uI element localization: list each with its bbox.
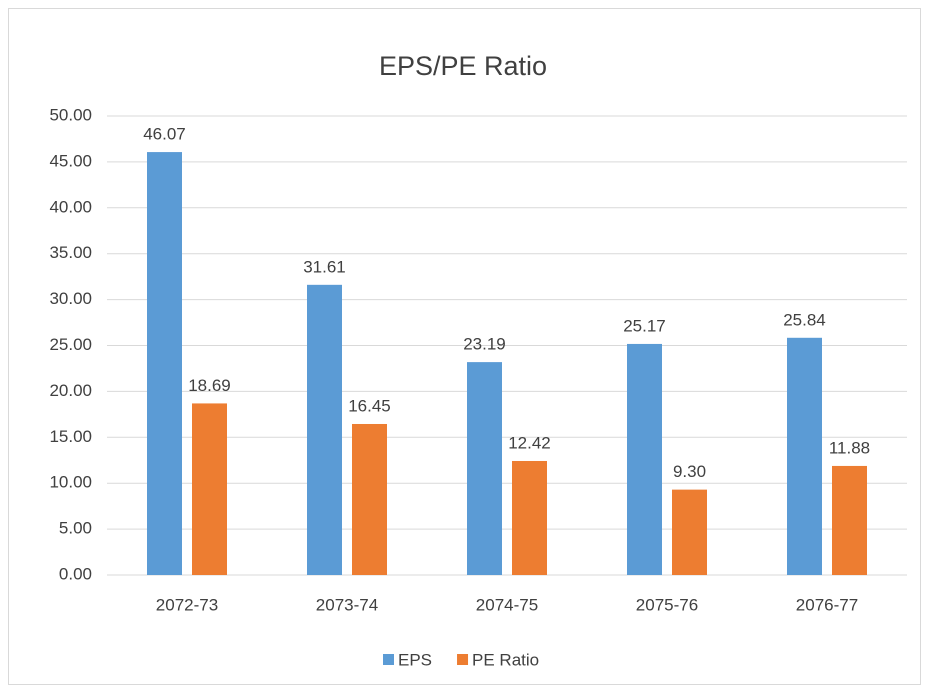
y-tick-label: 45.00 <box>49 151 92 170</box>
x-tick-label: 2072-73 <box>156 595 218 614</box>
legend-label: PE Ratio <box>472 650 539 669</box>
legend-label: EPS <box>398 650 432 669</box>
y-tick-label: 20.00 <box>49 381 92 400</box>
bar <box>192 403 227 575</box>
bar <box>147 152 182 575</box>
x-tick-label: 2075-76 <box>636 595 698 614</box>
bar <box>832 465 867 575</box>
y-tick-label: 15.00 <box>49 427 92 446</box>
y-tick-label: 50.00 <box>49 105 92 124</box>
y-tick-label: 35.00 <box>49 243 92 262</box>
y-tick-label: 40.00 <box>49 197 92 216</box>
x-tick-label: 2074-75 <box>476 595 538 614</box>
data-label: 11.88 <box>829 438 870 457</box>
bar <box>672 489 707 575</box>
y-tick-label: 25.00 <box>49 335 92 354</box>
data-label: 46.07 <box>143 125 186 144</box>
data-label: 23.19 <box>463 335 506 354</box>
data-label: 9.30 <box>673 462 706 481</box>
data-label: 12.42 <box>508 433 551 452</box>
chart-title: EPS/PE Ratio <box>379 51 547 81</box>
bar <box>307 284 342 575</box>
data-label: 18.69 <box>188 376 231 395</box>
y-tick-label: 10.00 <box>49 473 92 492</box>
bar <box>787 337 822 575</box>
legend-swatch <box>383 654 394 665</box>
data-label: 25.84 <box>783 310 826 329</box>
bar <box>627 343 662 575</box>
x-tick-label: 2076-77 <box>796 595 858 614</box>
x-tick-label: 2073-74 <box>316 595 378 614</box>
bar <box>512 460 547 575</box>
data-label: 25.17 <box>623 316 666 335</box>
data-label: 31.61 <box>303 257 346 276</box>
legend-swatch <box>457 654 469 665</box>
bar <box>352 423 387 575</box>
bar <box>467 362 502 575</box>
y-tick-label: 0.00 <box>59 564 92 583</box>
y-tick-label: 30.00 <box>49 289 92 308</box>
y-tick-label: 5.00 <box>59 519 92 538</box>
data-label: 16.45 <box>348 396 391 415</box>
